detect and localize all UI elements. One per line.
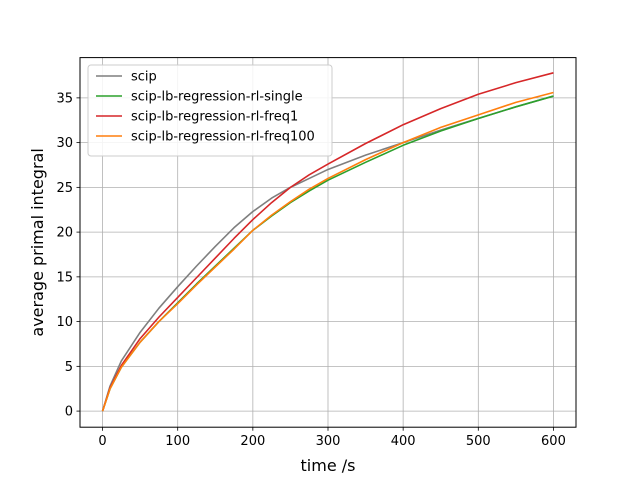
y-tick-label: 25	[56, 181, 73, 196]
legend: scip scip-lb-regression-rl-single scip-lb-…	[87, 64, 333, 157]
y-axis-label: average primal integral	[28, 148, 47, 336]
y-tick-label: 0	[65, 405, 73, 420]
series-layer	[101, 72, 554, 412]
x-tick-label: 400	[391, 434, 416, 449]
legend-label-0: scip	[131, 70, 157, 85]
y-tick-label: 15	[56, 270, 73, 285]
y-tick-label: 5	[65, 360, 73, 375]
series-line-3	[101, 91, 554, 412]
series-line-2	[101, 72, 554, 412]
x-axis-ticks: 0 100 200 300 400 500 600	[98, 427, 566, 449]
legend-label-2: scip-lb-regression-rl-freq1	[131, 110, 298, 125]
y-tick-label: 20	[56, 226, 73, 241]
x-tick-label: 300	[316, 434, 341, 449]
y-axis-ticks: 0 5 10 15 20 25 30 35	[56, 91, 80, 420]
legend-label-3: scip-lb-regression-rl-freq100	[131, 130, 315, 145]
x-tick-label: 600	[541, 434, 566, 449]
x-tick-label: 200	[240, 434, 265, 449]
legend-label-1: scip-lb-regression-rl-single	[131, 90, 303, 105]
x-axis-label: time /s	[301, 456, 356, 475]
y-tick-label: 30	[56, 136, 73, 151]
x-tick-label: 100	[165, 434, 190, 449]
legend-box	[87, 64, 333, 157]
series-line-0	[101, 95, 554, 412]
x-tick-label: 500	[466, 434, 491, 449]
y-tick-label: 35	[56, 91, 73, 106]
x-tick-label: 0	[98, 434, 106, 449]
y-tick-label: 10	[56, 315, 73, 330]
